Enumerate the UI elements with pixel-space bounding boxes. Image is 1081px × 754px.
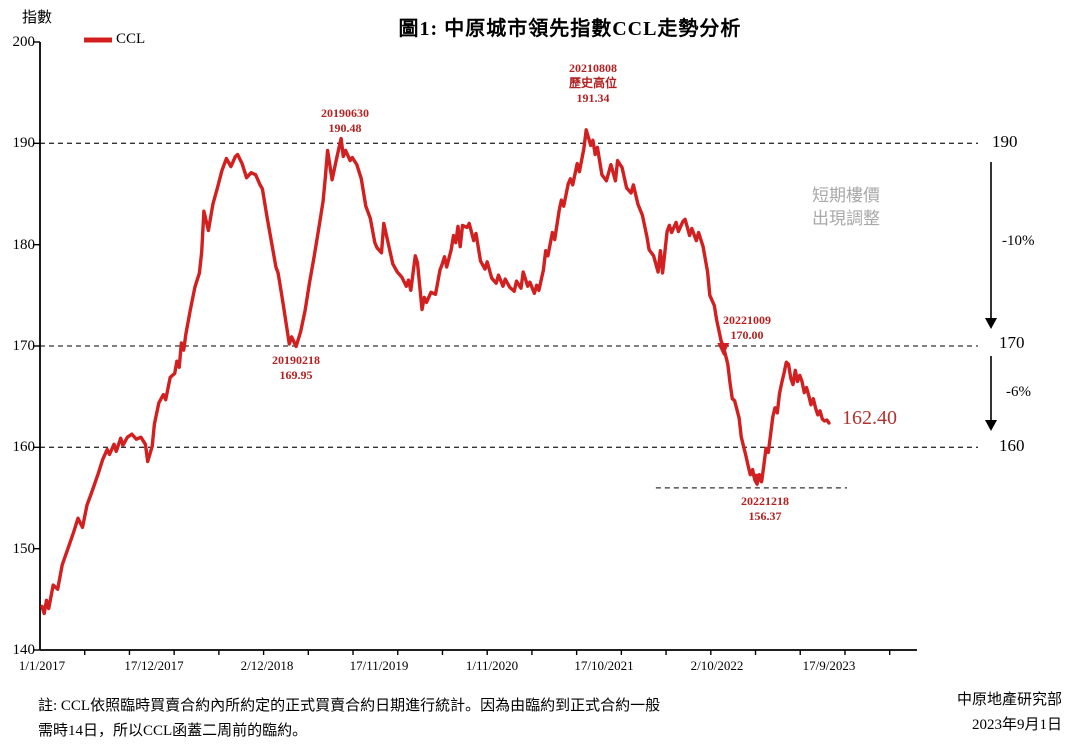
annotation-date: 20221218 [741,494,789,508]
y-tick-150: 150 [12,541,36,557]
y-tick-170: 170 [12,338,36,354]
axis-ticks [33,41,891,655]
annotation-date: 20221009 [723,313,771,327]
annotation-value: 191.34 [576,91,610,105]
annotation-peak-20190630: 20190630 190.48 [290,106,400,136]
drop10-arrowhead-icon [985,318,997,329]
right-label-160: 160 [999,436,1025,455]
source-block: 中原地產研究部 2023年9月1日 [830,688,1062,738]
ccl-series-line [40,128,831,616]
y-axis-name: 指數 [22,10,53,26]
red-down-arrow-icon [717,343,730,357]
drop10-label: -10% [1002,233,1035,249]
comment-line2: 出現調整 [812,209,880,228]
annotation-trough-20190218: 20190218 169.95 [241,353,351,383]
latest-value-label: 162.40 [842,407,897,429]
right-label-190: 190 [992,132,1018,151]
annotation-value: 170.00 [730,328,764,342]
x-tick-2019: 17/11/2019 [349,658,409,673]
short-term-comment: 短期樓價 出現調整 [812,184,880,230]
x-tick-2017b: 17/12/2017 [124,658,184,673]
x-tick-2020: 1/11/2020 [465,658,519,673]
red-down-arrow-icon [751,473,764,487]
drop6-arrowhead-icon [985,420,997,431]
x-tick-2018: 2/12/2018 [240,658,294,673]
legend-label: CCL [116,31,146,47]
guide-lines [40,142,978,489]
annotation-date: 20210808 [569,61,617,75]
footnote-line2: 需時14日，所以CCL函蓋二周前的臨約。 [38,723,308,739]
right-label-170: 170 [999,333,1025,352]
annotation-value: 169.95 [279,368,313,382]
x-tick-2017: 1/1/2017 [18,658,66,673]
x-tick-2021: 17/10/2021 [574,658,634,673]
annotation-note: 歷史高位 [568,76,617,90]
chart-title: 圖1: 中原城市領先指數CCL走勢分析 [398,18,742,40]
annotation-bottom-20221218: 20221218 156.37 [710,494,820,524]
x-tick-2022: 2/10/2022 [690,658,744,673]
y-tick-180: 180 [12,237,36,253]
annotation-date: 20190218 [272,353,320,367]
red-arrow-markers [717,343,764,487]
annotation-high-20210808: 20210808 歷史高位 191.34 [538,61,648,106]
x-tick-2023: 17/9/2023 [802,658,856,673]
source-date: 2023年9月1日 [971,717,1062,733]
y-tick-190: 190 [12,135,36,151]
source-org: 中原地產研究部 [956,692,1062,708]
y-tick-140: 140 [12,642,36,658]
footnote: 註: CCL依照臨時買賣合約內所約定的正式買賣合約日期進行統計。因為由臨約到正式… [38,694,758,744]
annotation-date: 20190630 [321,106,369,120]
annotation-value: 190.48 [328,121,362,135]
footnote-line1: 註: CCL依照臨時買賣合約內所約定的正式買賣合約日期進行統計。因為由臨約到正式… [38,698,661,714]
comment-line1: 短期樓價 [812,186,880,205]
drop6-label: -6% [1006,384,1031,400]
annotation-value: 156.37 [748,509,782,523]
y-tick-200: 200 [12,34,36,50]
y-tick-160: 160 [12,439,36,455]
annotation-cross-20221009: 20221009 170.00 [692,313,802,343]
